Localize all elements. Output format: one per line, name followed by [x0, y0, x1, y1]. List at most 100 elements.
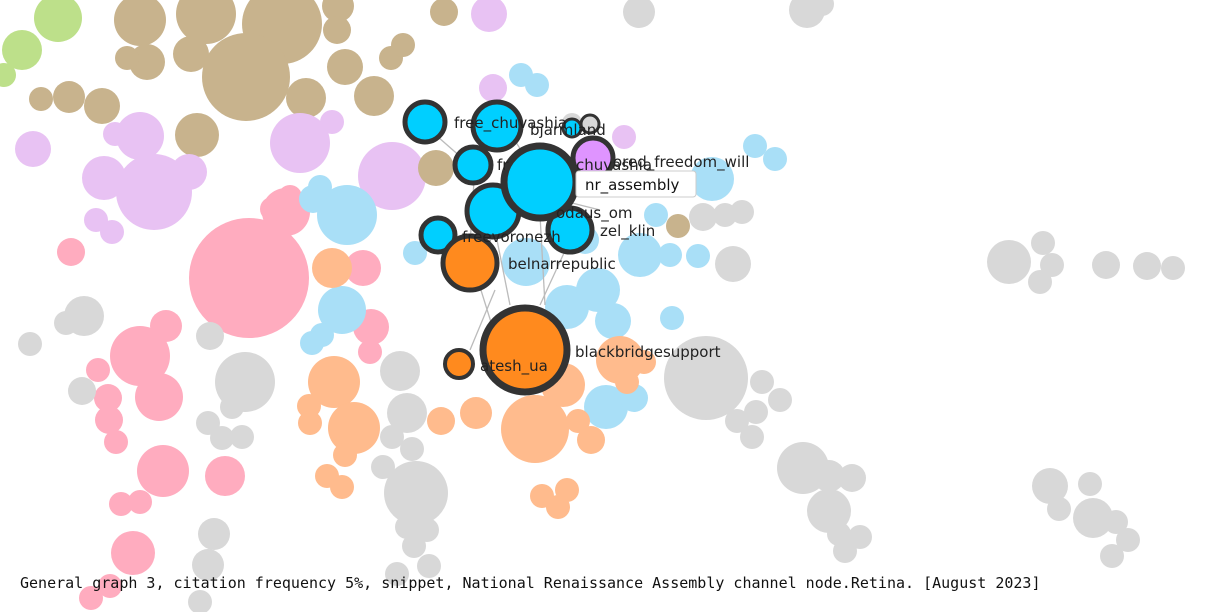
graph-node-lilac[interactable] [612, 125, 636, 149]
graph-node-peach[interactable] [333, 443, 357, 467]
graph-node-lightblue[interactable] [403, 241, 427, 265]
graph-node-lightblue[interactable] [502, 238, 550, 286]
graph-node-tan[interactable] [327, 49, 363, 85]
graph-node-pink[interactable] [98, 574, 122, 598]
node-atesh-ua[interactable] [440, 233, 500, 293]
graph-node-lightblue[interactable] [525, 73, 549, 97]
graph-node-gray[interactable] [768, 388, 792, 412]
graph-node-lilac[interactable] [116, 112, 164, 160]
graph-node-peach[interactable] [566, 409, 590, 433]
graph-node-peach[interactable] [328, 402, 380, 454]
graph-node-green[interactable] [2, 30, 42, 70]
graph-node-peach[interactable] [297, 394, 321, 418]
graph-node-gray[interactable] [230, 425, 254, 449]
graph-node-gray[interactable] [18, 332, 42, 356]
graph-node-gray[interactable] [198, 518, 230, 550]
graph-node-gray[interactable] [196, 411, 220, 435]
graph-node-peach[interactable] [555, 478, 579, 502]
graph-node-gray[interactable] [740, 425, 764, 449]
graph-node-lightblue[interactable] [584, 385, 628, 429]
graph-node-tan[interactable] [391, 33, 415, 57]
graph-node-pink[interactable] [94, 384, 122, 412]
graph-node-gray[interactable] [395, 515, 419, 539]
graph-node-green[interactable] [0, 63, 16, 87]
graph-node-pink[interactable] [86, 358, 110, 382]
graph-node-tan[interactable] [202, 33, 290, 121]
graph-node-pink[interactable] [57, 238, 85, 266]
graph-node-gray[interactable] [807, 489, 851, 533]
graph-node-lightblue[interactable] [317, 185, 377, 245]
graph-node-lightblue[interactable] [318, 286, 366, 334]
graph-node-tan[interactable] [354, 76, 394, 116]
graph-node-tan[interactable] [115, 46, 139, 70]
graph-node-lightblue[interactable] [644, 203, 668, 227]
graph-node-pink[interactable] [109, 492, 133, 516]
graph-node-gray[interactable] [210, 426, 234, 450]
graph-node-peach[interactable] [632, 350, 656, 374]
graph-node-tan[interactable] [175, 113, 219, 157]
graph-node-tan[interactable] [176, 0, 236, 44]
graph-node-pink[interactable] [260, 197, 284, 221]
graph-node-tan[interactable] [29, 87, 53, 111]
graph-node-lilac[interactable] [479, 74, 507, 102]
graph-node-lightblue[interactable] [686, 244, 710, 268]
graph-node-gray[interactable] [1028, 270, 1052, 294]
graph-node-gray[interactable] [725, 409, 749, 433]
node-fr[interactable] [470, 99, 524, 153]
graph-node-gray[interactable] [380, 425, 404, 449]
graph-node-gray[interactable] [838, 464, 866, 492]
graph-node-gray[interactable] [1078, 472, 1102, 496]
graph-node-gray[interactable] [1116, 528, 1140, 552]
graph-node-tan[interactable] [114, 0, 166, 46]
graph-node-lilac[interactable] [270, 113, 330, 173]
graph-node-gray[interactable] [415, 518, 439, 542]
graph-node-pink[interactable] [137, 445, 189, 497]
graph-node-gray[interactable] [813, 460, 845, 492]
graph-node-pink[interactable] [150, 310, 182, 342]
graph-node-gray[interactable] [196, 322, 224, 350]
graph-node-gray[interactable] [1104, 510, 1128, 534]
graph-node-gray[interactable] [1040, 253, 1064, 277]
graph-node-gray[interactable] [848, 525, 872, 549]
graph-node-lilac[interactable] [358, 142, 426, 210]
graph-node-lilac[interactable] [100, 220, 124, 244]
graph-node-gray[interactable] [1161, 256, 1185, 280]
graph-node-gray[interactable] [1100, 544, 1124, 568]
graph-node-gray[interactable] [730, 200, 754, 224]
graph-node-gray[interactable] [402, 534, 426, 558]
graph-node-gray[interactable] [192, 549, 224, 581]
graph-node-gray[interactable] [987, 240, 1031, 284]
graph-node-tan[interactable] [173, 36, 209, 72]
graph-node-gray[interactable] [417, 554, 441, 578]
graph-node-tan[interactable] [129, 44, 165, 80]
graph-node-lilac[interactable] [471, 0, 507, 32]
graph-node-pink[interactable] [189, 218, 309, 338]
graph-node-lightblue[interactable] [576, 268, 620, 312]
node-free-chuvashia[interactable] [402, 99, 448, 145]
graph-node-gray[interactable] [384, 461, 448, 525]
graph-node-tan[interactable] [418, 150, 454, 186]
graph-node-lightblue[interactable] [690, 157, 734, 201]
graph-node-lightblue[interactable] [300, 331, 324, 355]
graph-node-tan[interactable] [286, 78, 326, 118]
graph-node-pink[interactable] [111, 531, 155, 575]
graph-node-green[interactable] [34, 0, 82, 42]
graph-node-pink[interactable] [278, 185, 302, 209]
graph-node-pink[interactable] [95, 406, 123, 434]
graph-node-lilac[interactable] [82, 156, 126, 200]
graph-node-gray[interactable] [400, 437, 424, 461]
graph-node-gray[interactable] [750, 370, 774, 394]
graph-node-gray[interactable] [1047, 497, 1071, 521]
graph-node-gray[interactable] [833, 539, 857, 563]
graph-node-lilac[interactable] [15, 131, 51, 167]
graph-node-gray[interactable] [380, 351, 420, 391]
graph-node-pink[interactable] [358, 340, 382, 364]
graph-node-gray[interactable] [68, 377, 96, 405]
node-small-orange[interactable] [443, 348, 475, 380]
graph-node-lightblue[interactable] [618, 233, 662, 277]
graph-node-gray[interactable] [54, 311, 78, 335]
graph-node-peach[interactable] [427, 407, 455, 435]
graph-node-gray[interactable] [1092, 251, 1120, 279]
graph-node-tan[interactable] [84, 88, 120, 124]
node-ored-freedom-will[interactable] [452, 144, 494, 186]
